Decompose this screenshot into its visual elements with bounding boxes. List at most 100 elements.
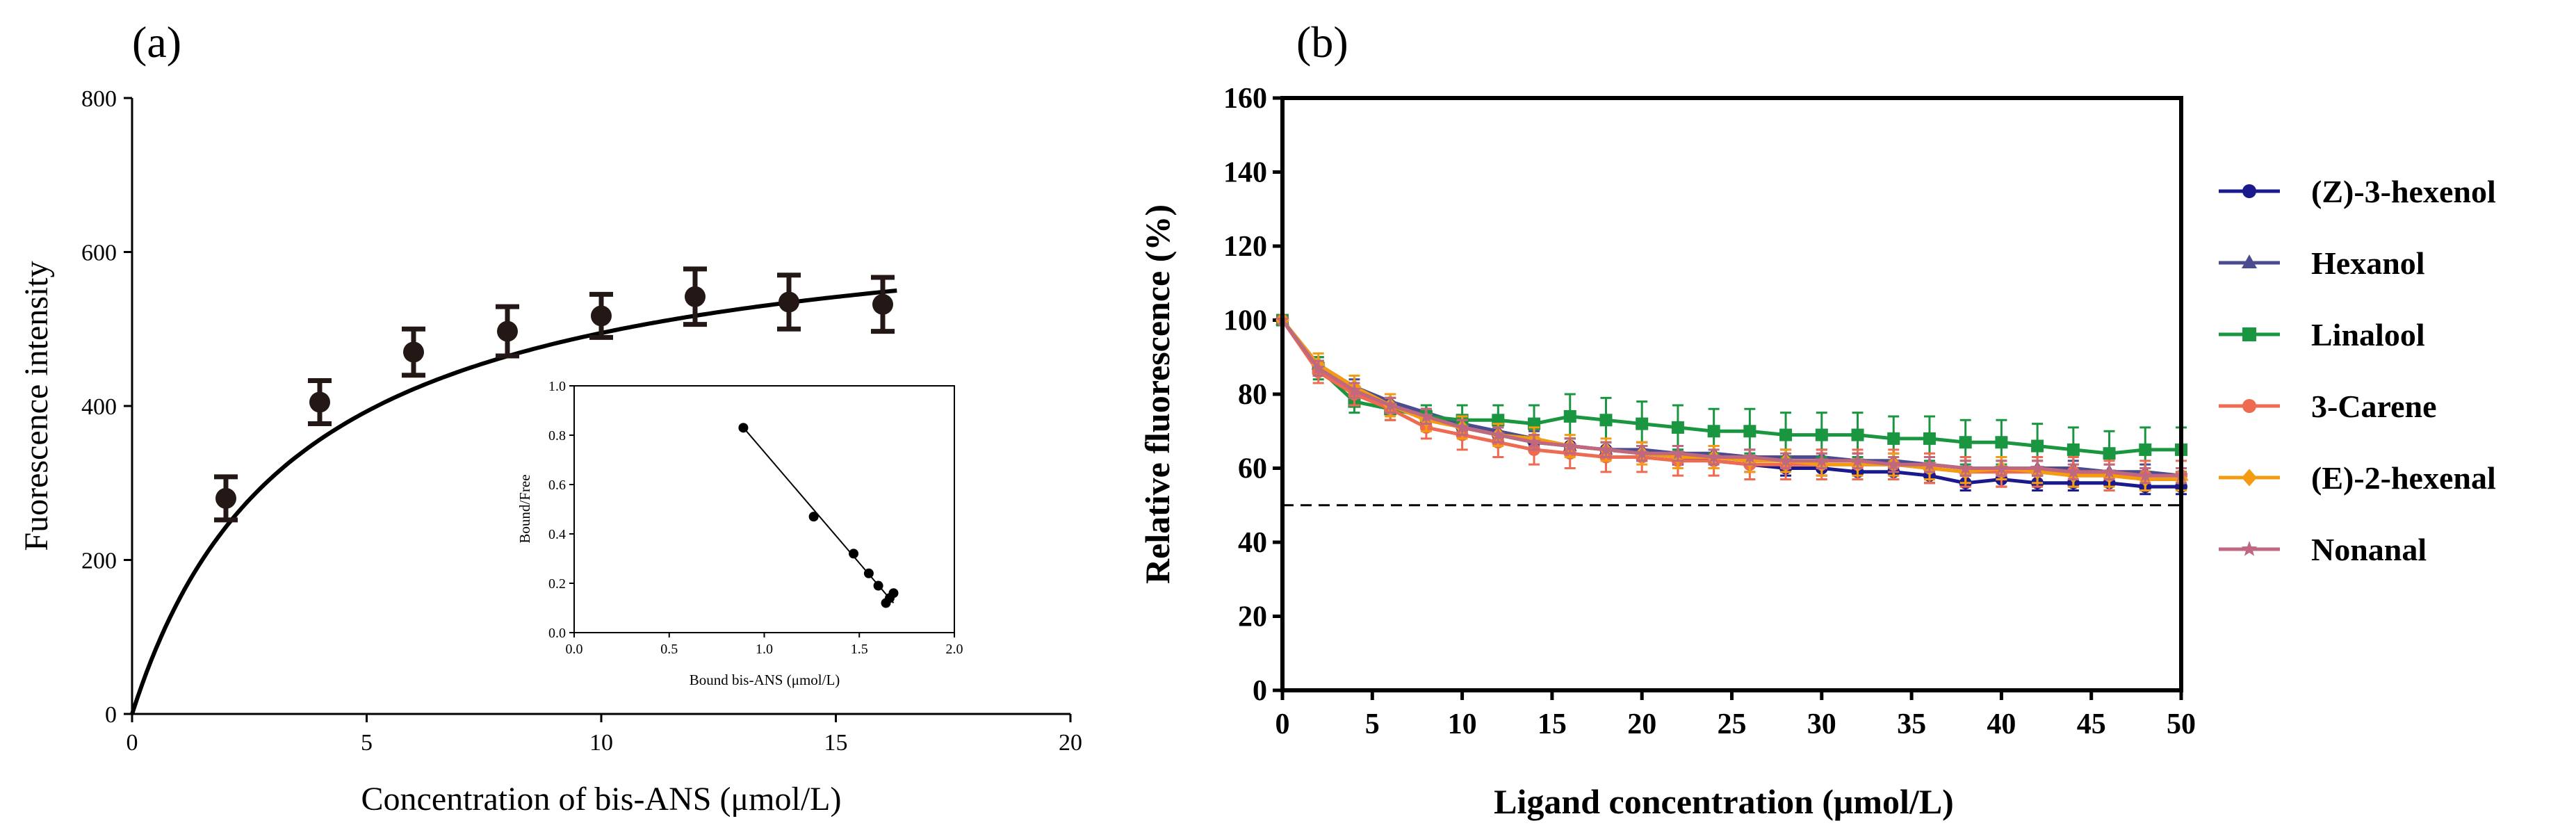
chart-a-point (777, 273, 801, 332)
chart-b-marker (2103, 447, 2116, 460)
chart-b-marker (1671, 421, 1684, 434)
chart-b-xtick-label: 35 (1897, 708, 1926, 740)
chart-a-xlabel: Concentration of bis-ANS (μmol/L) (361, 781, 842, 818)
chart-b-marker (1958, 460, 1973, 475)
chart-b-frame (1280, 96, 2183, 692)
chart-b-marker (1383, 398, 1398, 412)
inset-xtick-label: 2.0 (946, 642, 963, 657)
chart-b-ytick-label: 140 (1223, 157, 1267, 189)
chart-a-point (871, 275, 895, 334)
chart-b-ytick-label: 120 (1223, 231, 1267, 263)
chart-b-xtick-label: 20 (1627, 708, 1656, 740)
chart-a-ytick-label: 600 (81, 241, 117, 266)
legend-swatch-marker (2242, 184, 2256, 198)
inset-ticks: 0.0 0.5 1.0 1.5 2.0 0.0 0.2 0.4 0.6 0.8 1.0 (548, 379, 963, 657)
chart-a-ytick-label: 200 (81, 548, 117, 574)
chart-b-ytick-label: 100 (1223, 305, 1267, 337)
chart-a-ytick-label: 800 (81, 86, 117, 112)
inset-ylabel: Bound/Free (516, 474, 533, 543)
chart-b-xtick-label: 50 (2167, 708, 2196, 740)
legend-item: (Z)-3-hexenol (2219, 174, 2496, 209)
chart-b-xlabel: Ligand concentration (μmol/L) (1494, 782, 1954, 821)
legend-swatch-marker (2242, 399, 2256, 413)
chart-b-marker (1850, 453, 1865, 467)
chart-a-xtick-label: 10 (589, 730, 613, 756)
chart-b-marker (1599, 442, 1613, 456)
chart-a-marker (778, 291, 799, 313)
chart-b-marker (1599, 414, 1613, 427)
chart-a-xtick-label: 0 (127, 730, 138, 756)
chart-b-marker (1491, 427, 1506, 441)
chart-b-marker (1779, 428, 1793, 441)
chart-a-xtick-label: 5 (361, 730, 373, 756)
chart-b-ytick-label: 0 (1253, 675, 1267, 707)
chart-b-marker (2102, 464, 2117, 478)
legend-label: (E)-2-hexenal (2311, 460, 2496, 496)
chart-a-point (402, 326, 425, 378)
inset-ytick-label: 0.2 (548, 576, 566, 592)
inset-xtick-label: 0.5 (660, 642, 678, 657)
legend-label: 3-Carene (2311, 389, 2437, 424)
legend-item: 3-Carene (2219, 389, 2437, 424)
chart-b-marker (1311, 360, 1326, 375)
chart-b-marker (1959, 436, 1972, 449)
inset-ytick-label: 1.0 (548, 379, 566, 394)
legend-label: Linalool (2311, 317, 2425, 352)
inset-marker (849, 548, 859, 559)
chart-b-marker (1706, 449, 1721, 464)
chart-a-point (683, 266, 707, 327)
chart-b-xtick-label: 25 (1718, 708, 1747, 740)
legend-label: Nonanal (2311, 532, 2427, 567)
chart-b-marker (1526, 434, 1542, 448)
chart-b-marker (1455, 420, 1469, 434)
chart-b-marker (1815, 428, 1828, 441)
chart-b-marker (2139, 443, 2152, 456)
chart-b-marker (1887, 432, 1900, 445)
chart-a-marker (403, 341, 424, 363)
chart-b-series-2 (1276, 314, 2187, 477)
chart-b-xtick-label: 30 (1807, 708, 1836, 740)
chart-b-marker (1922, 457, 1937, 471)
inset-marker (863, 568, 874, 578)
chart-b-marker (2138, 468, 2153, 482)
legend-swatch-marker (2242, 469, 2257, 487)
chart-b-ytick-label: 80 (1238, 379, 1267, 411)
chart-a-marker (309, 391, 330, 413)
chart-b-marker (1670, 446, 1686, 460)
chart-b-ticks: 0 5 10 15 20 25 30 35 40 45 50 0 20 40 60 80 100 120 140 16… (1223, 83, 2196, 740)
inset-ytick-label: 0.8 (548, 428, 566, 444)
chart-b-ylabel: Relative fluorescence (%) (1138, 204, 1177, 584)
chart-b-marker (1347, 382, 1362, 397)
chart-b-line (1281, 318, 2182, 478)
inset-marker (888, 588, 899, 599)
inset-xtick-label: 1.5 (851, 642, 868, 657)
chart-b: 0 5 10 15 20 25 30 35 40 45 50 0 20 40 60 80 100 120 140 16… (1138, 83, 2496, 821)
chart-a-point (214, 474, 238, 523)
panel-b-label: (b) (1296, 17, 1348, 67)
chart-b-marker (2066, 464, 2081, 478)
chart-a-marker (591, 305, 612, 327)
chart-b-marker (1814, 453, 1829, 467)
chart-a-ylabel: Fuorescence intensity (18, 261, 55, 551)
chart-b-xtick-label: 5 (1365, 708, 1380, 740)
chart-b-marker (1743, 449, 1757, 464)
chart-b-marker (1743, 425, 1756, 438)
chart-a-points (214, 266, 895, 523)
chart-a-point (496, 304, 519, 359)
chart-a-marker (497, 320, 518, 342)
inset-ytick-label: 0.6 (548, 478, 566, 493)
chart-b-xtick-label: 15 (1538, 708, 1567, 740)
chart-b-marker (1851, 428, 1864, 441)
chart-b-xtick-label: 0 (1275, 708, 1290, 740)
inset-marker (873, 580, 883, 591)
chart-b-marker (2066, 443, 2080, 456)
inset-ytick-label: 0.4 (548, 527, 566, 542)
chart-a-marker (872, 293, 893, 315)
chart-b-marker (1994, 460, 2009, 475)
chart-b-marker (1563, 438, 1577, 453)
chart-b-marker (1923, 432, 1936, 445)
chart-b-marker (2030, 460, 2045, 475)
chart-b-marker (1563, 409, 1576, 423)
